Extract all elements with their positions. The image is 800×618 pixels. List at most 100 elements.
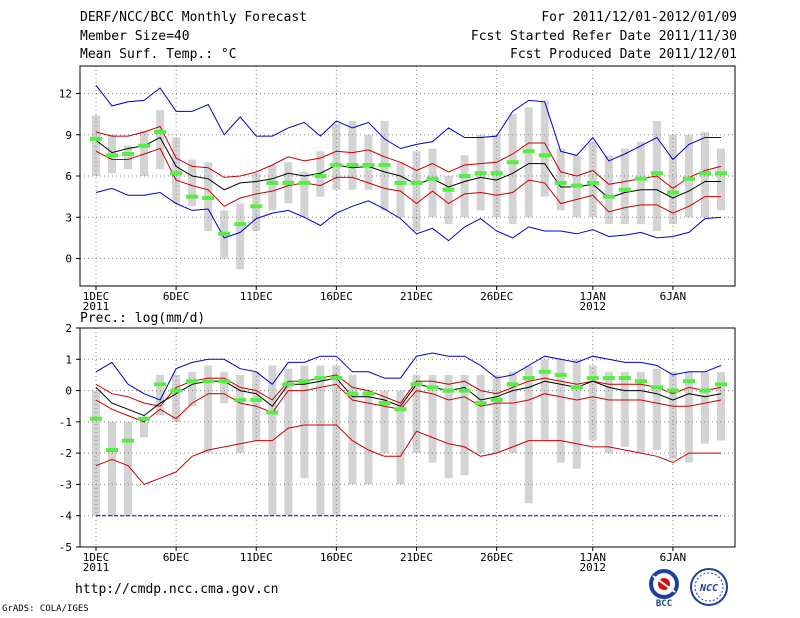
prec-box xyxy=(172,374,181,422)
prec-line-max xyxy=(95,352,722,401)
prec-xtick-label: 6DEC xyxy=(163,551,190,564)
temp-line-max xyxy=(95,84,721,162)
prec-box xyxy=(108,421,117,516)
temp-xtick-label: 6DEC xyxy=(163,290,190,303)
prec-marker xyxy=(202,379,215,384)
temp-marker xyxy=(490,171,503,176)
temp-marker xyxy=(618,187,631,192)
prec-box xyxy=(316,365,325,516)
temp-marker xyxy=(314,174,327,178)
temp-box xyxy=(316,151,325,197)
temp-box xyxy=(524,107,533,218)
temp-box xyxy=(92,115,100,176)
prec-marker xyxy=(602,376,615,381)
temp-box xyxy=(604,155,613,225)
temp-line-mean xyxy=(95,136,721,199)
temp-box xyxy=(300,171,309,218)
temp-marker xyxy=(554,180,567,185)
temp-marker xyxy=(394,180,407,185)
temp-box xyxy=(364,134,373,190)
prec-box xyxy=(636,371,645,454)
temp-marker xyxy=(90,136,102,141)
temp-box xyxy=(412,151,421,231)
prec-marker xyxy=(346,391,359,396)
temp-box xyxy=(140,130,149,176)
prec-marker xyxy=(186,379,199,384)
prec-box xyxy=(428,374,437,463)
variable-label: Mean Surf. Temp.: °C xyxy=(80,47,237,62)
temp-marker xyxy=(378,163,391,167)
temp-year-label: 2012 xyxy=(580,300,607,313)
temp-marker xyxy=(715,171,727,176)
prec-marker xyxy=(234,397,247,402)
prec-box xyxy=(444,374,453,479)
prec-ytick-label: 1 xyxy=(65,353,72,366)
prec-marker xyxy=(122,438,135,443)
temp-marker xyxy=(234,222,247,227)
footer-url[interactable]: http://cmdp.ncc.cma.gov.cn xyxy=(75,582,279,597)
ncc-logo-text: NCC xyxy=(699,583,718,594)
prec-marker xyxy=(666,388,679,393)
prec-marker xyxy=(682,379,695,384)
prec-box xyxy=(668,371,677,460)
prec-marker xyxy=(522,376,535,381)
temp-xtick-label: 26DEC xyxy=(480,290,513,303)
prec-marker xyxy=(106,448,119,453)
temp-marker xyxy=(538,153,551,158)
temp-box xyxy=(124,145,133,170)
prec-box xyxy=(460,374,469,476)
prec-marker xyxy=(218,379,231,384)
prec-xtick-label: 11DEC xyxy=(240,551,273,564)
prec-xtick-label: 16DEC xyxy=(320,551,353,564)
temp-marker xyxy=(330,163,343,167)
prec-marker xyxy=(442,388,455,393)
prec-line-upper xyxy=(95,374,722,407)
bcc-logo-text: BCC xyxy=(656,599,672,608)
prec-marker xyxy=(634,379,647,384)
prec-box xyxy=(620,371,629,447)
temp-ytick-label: 6 xyxy=(65,170,72,183)
prec-xtick-label: 1JAN xyxy=(580,551,607,564)
prec-line-mean xyxy=(95,377,722,417)
temp-box xyxy=(332,123,341,190)
bcc-logo: BCC xyxy=(649,569,679,608)
temp-marker xyxy=(106,153,119,158)
temp-xtick-label: 1JAN xyxy=(580,290,607,303)
temp-marker xyxy=(458,174,471,178)
temp-marker xyxy=(634,176,647,181)
prec-panel-title: Prec.: log(mm/d) xyxy=(80,311,205,326)
temp-line-upper xyxy=(95,125,722,190)
prec-box xyxy=(684,371,693,463)
prec-xtick-label: 1DEC xyxy=(83,551,110,564)
temp-box xyxy=(348,121,357,190)
prec-box xyxy=(140,421,149,438)
prec-marker xyxy=(410,382,423,387)
temp-box xyxy=(444,176,453,225)
grads-credit: GrADS: COLA/IGES xyxy=(2,604,89,614)
prec-line-lower xyxy=(95,383,722,423)
ncc-logo: NCC xyxy=(690,568,728,606)
prec-marker xyxy=(474,401,487,406)
prec-ytick-label: -3 xyxy=(59,478,72,491)
temp-line-min xyxy=(95,187,722,242)
temp-box xyxy=(236,203,245,270)
forecast-period: For 2011/12/01-2012/01/09 xyxy=(541,10,737,25)
prec-marker xyxy=(554,372,567,377)
prec-marker xyxy=(138,416,151,421)
temp-xtick-label: 16DEC xyxy=(320,290,353,303)
prec-marker xyxy=(394,407,407,412)
temp-ytick-label: 0 xyxy=(65,253,72,266)
temp-marker xyxy=(682,176,695,181)
prec-box xyxy=(476,374,485,454)
prec-marker xyxy=(330,376,343,381)
temp-marker xyxy=(250,204,263,209)
prec-ytick-label: -5 xyxy=(59,541,72,554)
prec-box xyxy=(556,359,565,463)
prec-box xyxy=(492,374,501,454)
temp-marker xyxy=(218,231,231,236)
prec-box xyxy=(572,359,581,469)
prec-marker xyxy=(570,385,583,390)
temp-box xyxy=(668,134,677,225)
temp-box xyxy=(268,165,277,211)
